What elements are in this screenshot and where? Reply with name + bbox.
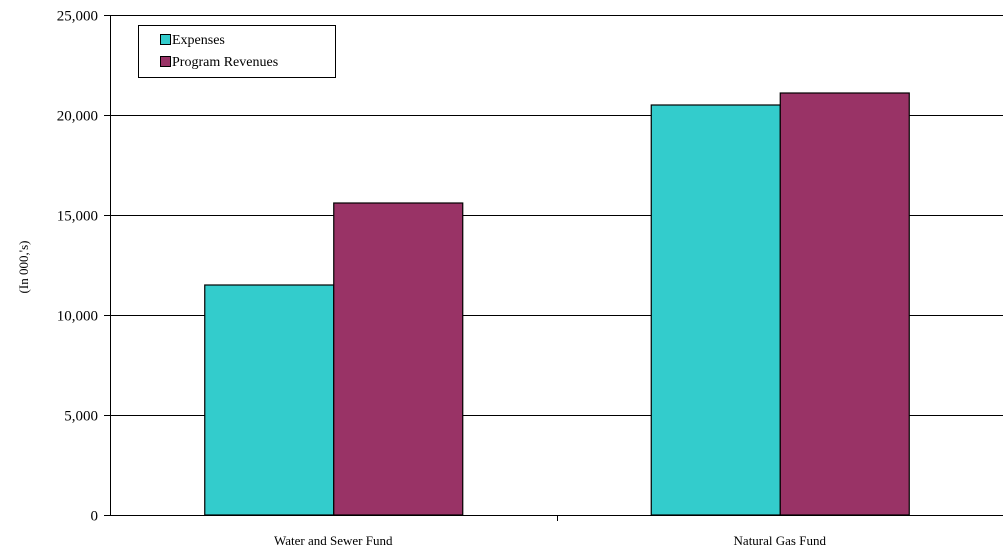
legend-swatch-expenses (160, 34, 171, 45)
bar-program-revenues-natural-gas-fund (779, 92, 910, 516)
bar-expenses-water-and-sewer-fund (204, 284, 335, 516)
legend-label-program-revenues: Program Revenues (172, 55, 278, 70)
legend-box (138, 25, 336, 78)
y-tick-labels: 0 5,000 10,000 15,000 20,000 25,000 (57, 9, 98, 525)
y-tick-label: 15,000 (57, 209, 98, 225)
x-tick-labels: Water and Sewer Fund Natural Gas Fund (274, 533, 826, 548)
bars (204, 92, 910, 516)
y-tick-label: 25,000 (57, 9, 98, 25)
y-tick-label: 10,000 (57, 309, 98, 325)
axes (104, 15, 1003, 521)
x-tick-label: Natural Gas Fund (734, 533, 827, 548)
bar-expenses-natural-gas-fund (650, 104, 781, 516)
y-axis-title: (In 000,'s) (16, 241, 31, 294)
legend-swatch-program-revenues (160, 56, 171, 67)
legend: Expenses Program Revenues (138, 25, 336, 78)
y-tick-label: 0 (91, 509, 99, 525)
legend-label-expenses: Expenses (172, 33, 225, 48)
bar-program-revenues-water-and-sewer-fund (333, 202, 464, 516)
y-tick-label: 20,000 (57, 109, 98, 125)
x-tick-label: Water and Sewer Fund (274, 533, 393, 548)
y-tick-label: 5,000 (64, 409, 98, 425)
